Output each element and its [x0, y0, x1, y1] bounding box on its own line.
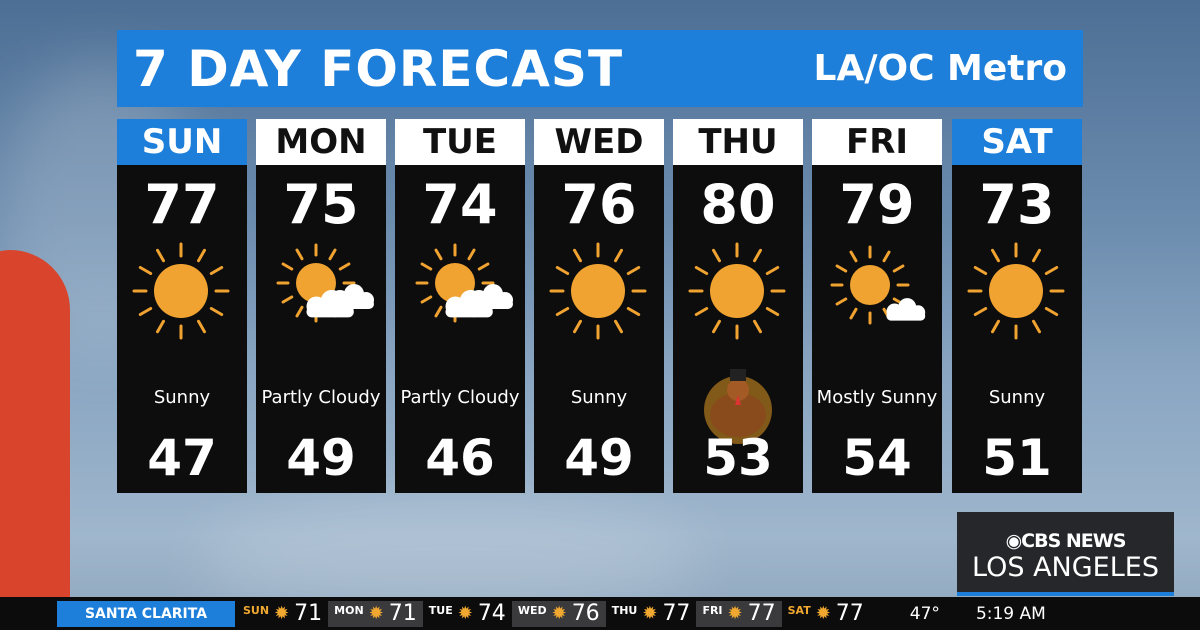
high-temp: 75 — [283, 173, 359, 236]
day-column-fri: FRI 79 Mostly Sunny 54 — [812, 119, 942, 493]
ticker-temp: 71 — [294, 601, 323, 626]
high-temp: 74 — [422, 173, 498, 236]
turkey-icon — [704, 369, 772, 444]
sunny-icon — [549, 242, 647, 340]
forecast-panel: 76 Sunny 49 — [534, 165, 664, 493]
day-label: SAT — [952, 119, 1082, 165]
forecast-panel: 77 Sunny 47 — [117, 165, 247, 493]
forecast-panel: 73 Sunny 51 — [952, 165, 1082, 493]
forecast-panel: 79 Mostly Sunny 54 — [812, 165, 942, 493]
weather-ticker: SANTA CLARITA SUN ✹ 71 MON ✹ 71 TUE ✹ 74 WED ✹ 76 TH… — [0, 597, 1200, 630]
cbs-news-logo: ◉CBS NEWS LOS ANGELES — [957, 512, 1174, 596]
low-temp: 51 — [982, 429, 1052, 487]
ticker-day-label: FRI — [702, 603, 723, 617]
day-label: FRI — [812, 119, 942, 165]
low-temp: 47 — [147, 429, 217, 487]
ticker-day-label: WED — [517, 603, 547, 617]
high-temp: 73 — [979, 173, 1055, 236]
low-temp: 54 — [842, 429, 912, 487]
high-temp: 80 — [700, 173, 776, 236]
ticker-day-label: THU — [611, 603, 638, 617]
sunny-icon: ✹ — [727, 603, 743, 624]
ticker-day-label: SUN — [243, 603, 270, 617]
presenter — [0, 250, 70, 610]
mostly-sunny-icon — [830, 245, 926, 325]
partly-cloudy-icon — [276, 243, 374, 323]
day-label: WED — [534, 119, 664, 165]
ticker-day-label: MON — [334, 603, 364, 617]
day-column-wed: WED 76 Sunny 49 — [534, 119, 664, 493]
high-temp: 77 — [144, 173, 220, 236]
day-column-thu: THU 80 53 — [673, 119, 803, 493]
condition-text: Sunny — [988, 386, 1046, 408]
city-name: LOS ANGELES — [972, 552, 1159, 583]
day-label: THU — [673, 119, 803, 165]
day-column-tue: TUE 74 Partly Cloudy 46 — [395, 119, 525, 493]
low-temp: 53 — [703, 429, 773, 487]
high-temp: 76 — [561, 173, 637, 236]
forecast-panel: 74 Partly Cloudy 46 — [395, 165, 525, 493]
forecast-title: 7 DAY FORECAST — [133, 39, 624, 98]
sunny-icon: ✹ — [368, 603, 384, 624]
high-temp: 79 — [839, 173, 915, 236]
condition-text: Partly Cloudy — [400, 386, 520, 408]
sunny-icon: ✹ — [551, 603, 567, 624]
sunny-icon: ✹ — [457, 603, 473, 624]
condition-text: Mostly Sunny — [816, 386, 938, 408]
sunny-icon: ✹ — [274, 603, 290, 624]
low-temp: 49 — [286, 429, 356, 487]
network-name: ◉CBS NEWS — [1005, 530, 1127, 552]
ticker-day-sat: SAT ✹ 77 — [782, 601, 870, 627]
clock: 5:19 AM — [975, 603, 1046, 624]
ticker-temp: 74 — [477, 601, 506, 626]
ticker-day-fri: FRI ✹ 77 — [696, 600, 782, 627]
condition-text: Partly Cloudy — [261, 386, 381, 408]
sunny-icon — [132, 242, 230, 340]
low-temp: 49 — [564, 429, 634, 487]
day-label: SUN — [117, 119, 247, 165]
low-temp: 46 — [425, 429, 495, 487]
day-column-sat: SAT 73 Sunny 51 — [952, 119, 1082, 493]
current-temp: 47° — [909, 603, 940, 624]
sunny-icon: ✹ — [815, 603, 831, 624]
condition-text: Sunny — [570, 386, 628, 408]
day-column-mon: MON 75 Partly Cloudy 49 — [256, 119, 386, 493]
sunny-icon: ✹ — [642, 603, 658, 624]
ticker-temp: 77 — [747, 601, 776, 626]
sunny-icon — [688, 242, 786, 340]
ticker-day-label: SAT — [787, 603, 811, 617]
ticker-day-wed: WED ✹ 76 — [511, 600, 606, 627]
ticker-temp: 77 — [662, 601, 691, 626]
condition-text: Sunny — [153, 386, 211, 408]
ticker-day-sun: SUN ✹ 71 — [237, 601, 328, 627]
title-bar: 7 DAY FORECAST LA/OC Metro — [117, 30, 1083, 107]
partly-cloudy-icon — [415, 243, 513, 323]
condition-text — [673, 375, 803, 419]
region-label: LA/OC Metro — [813, 48, 1067, 89]
forecast-panel: 80 53 — [673, 165, 803, 493]
forecast-panel: 75 Partly Cloudy 49 — [256, 165, 386, 493]
ticker-day-label: TUE — [428, 603, 453, 617]
ticker-temp: 71 — [388, 601, 417, 626]
ticker-location: SANTA CLARITA — [57, 600, 235, 627]
ticker-day-thu: THU ✹ 77 — [606, 601, 697, 627]
sunny-icon — [967, 242, 1065, 340]
day-column-sun: SUN 77 Sunny 47 — [117, 119, 247, 493]
ticker-temp: 76 — [571, 601, 600, 626]
ticker-day-tue: TUE ✹ 74 — [423, 601, 512, 627]
ticker-day-mon: MON ✹ 71 — [328, 600, 423, 627]
ticker-temp: 77 — [835, 601, 864, 626]
day-label: TUE — [395, 119, 525, 165]
day-label: MON — [256, 119, 386, 165]
